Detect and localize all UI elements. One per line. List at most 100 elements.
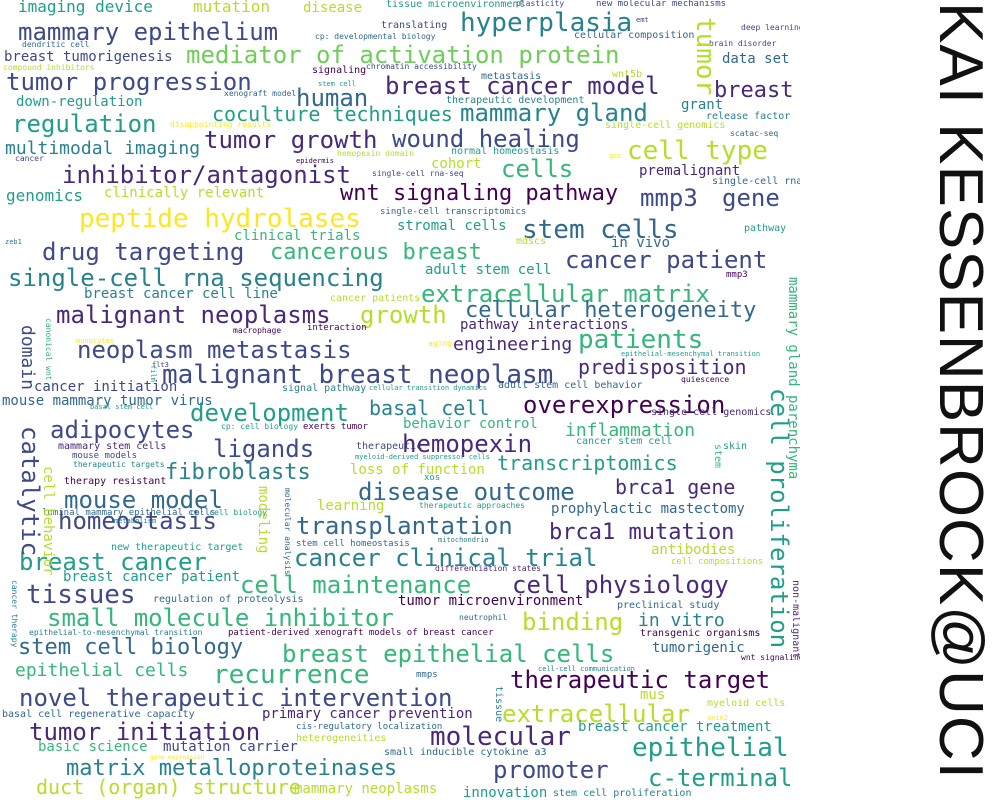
word-genomics: genomics (6, 186, 84, 205)
word-breast-tumorigenesis: breast tumorigenesis (4, 49, 173, 65)
word-single-cell-genomics: single-cell genomics (605, 120, 726, 131)
word-exerts-tumor: exerts tumor (303, 422, 369, 432)
word-gcc: gcc (609, 152, 622, 160)
word-inflammation: inflammation (565, 420, 696, 441)
word-mammary-epithelium: mammary epithelium (18, 18, 279, 46)
word-wnt5b: wnt5b (612, 69, 643, 80)
word-tumor-initiation: tumor initiation (29, 718, 261, 746)
word-primary-cancer-prevention: primary cancer prevention (262, 706, 473, 722)
word-mus: mus (640, 687, 666, 703)
word-cell-type: cell type (627, 136, 768, 166)
word-brain-disorder: brain disorder (709, 39, 777, 48)
word-cis-regulatory-localization: cis-regulatory localization (296, 722, 443, 732)
word-cancer-patients: cancer patients (330, 293, 421, 304)
word-tissues: tissues (26, 580, 136, 610)
word-stromal-cells: stromal cells (397, 218, 507, 234)
word-neutrophil: neutrophil (459, 613, 508, 622)
word-transplantation: transplantation (296, 512, 513, 540)
word-cellular-heterogeneity: cellular heterogeneity (465, 298, 757, 323)
word-predisposition: predisposition (578, 355, 747, 379)
word-modeling: modeling (255, 486, 271, 554)
word-patient-derived-xenograft-models-of-breast-cancer: patient-derived xenograft models of brea… (228, 628, 494, 638)
word-mammary-stem-cells: mammary stem cells (58, 441, 167, 452)
word-mutation: mutation (193, 0, 271, 16)
word-basal-stem-cell: basal stem cell (90, 403, 154, 411)
word-tumor-microenvironment: tumor microenvironment (398, 593, 584, 609)
word-basal-cell-regenerative-capacity: basal cell regenerative capacity (2, 709, 195, 720)
word-cancer-therapy: cancer therapy (10, 580, 19, 648)
word-single-cell-rna: single-cell rna (712, 176, 800, 187)
word-cancer-initiation: cancer initiation (34, 379, 178, 395)
word-wound-healing: wound healing (392, 125, 580, 153)
word-mouse-mammary-tumor-virus: mouse mammary tumor virus (2, 393, 213, 409)
word-molecular-analysis: molecular analysis (283, 488, 292, 575)
word-inhibitor-antagonist: inhibitor/antagonist (62, 161, 351, 189)
word-matrix-metalloproteinases: matrix metalloproteinases (66, 756, 398, 781)
word-malignant-neoplasms: malignant neoplasms (56, 301, 331, 329)
word-stem-cell-homeostasis: stem cell homeostasis (296, 539, 410, 549)
word-tumor-growth: tumor growth (204, 126, 378, 154)
word-catalytic: catalytic (16, 426, 44, 557)
word-differentiation-states: differentiation states (435, 564, 541, 573)
word-mammary-gland-parenchyma: mammary gland parenchyma (785, 277, 800, 480)
author-email-text: KAI KESSENBROCK@UCI (930, 2, 995, 780)
word-adult-stem-cell: adult stem cell (425, 262, 552, 278)
word-in-vivo: in vivo (611, 235, 671, 251)
word-recurrence: recurrence (213, 660, 370, 690)
word-quiescence: quiescence (681, 375, 730, 384)
word-basic-science: basic science (38, 739, 148, 755)
word-adult-stem-cell-behavior: adult stem cell behavior (498, 380, 643, 391)
word-loss-of-function: loss of function (350, 462, 485, 478)
word-duct-organ-structure: duct (organ) structure (36, 775, 301, 799)
word-breast: breast (714, 78, 794, 103)
word-cp-developmental-biology: cp: developmental biology (315, 32, 436, 41)
word-therapy-resistant: therapy resistant (64, 476, 167, 487)
word-monocytes: monocytes (76, 337, 114, 345)
word-growth: growth (360, 301, 447, 329)
word-therapeutic: therapeutic (356, 441, 423, 452)
word-therapeutic-targets: therapeutic targets (73, 460, 165, 469)
word-cell-compositions: cell compositions (671, 557, 764, 567)
word-extracellular: extracellular (502, 700, 690, 728)
word-domain: domain (17, 325, 38, 391)
word-cohort: cohort (431, 156, 482, 172)
word-epithelial-cells: epithelial cells (15, 660, 189, 681)
word-homeostasis: homeostasis (58, 507, 217, 535)
word-clinical-trials: clinical trials (234, 228, 361, 244)
word-chromatin-accessibility: chromatin accessibility (366, 62, 477, 71)
word-development: development (190, 399, 349, 427)
author-side-label: KAI KESSENBROCK@UCI (930, 2, 1000, 798)
word-mediator-of-activation-protein: mediator of activation protein (186, 41, 620, 69)
word-normal-homeostasis: normal homeostasis (451, 146, 560, 157)
word-xos: xos (424, 473, 441, 483)
word-data-set: data set (722, 51, 790, 67)
word-cellular-composition: cellular composition (574, 30, 695, 41)
word-breast-cancer-model: breast cancer model (385, 72, 660, 100)
word-mitochondria: mitochondria (438, 536, 489, 544)
word-prophylactic-mastectomy: prophylactic mastectomy (551, 501, 745, 517)
word-signal-pathway: signal pathway (282, 383, 367, 394)
word-epithelial: epithelial (632, 733, 789, 763)
word-cancer-clinical-trial: cancer clinical trial (294, 544, 598, 572)
word-stem-cell: stem cell (318, 80, 356, 88)
word-tissue: tissue (493, 686, 504, 723)
word-aging: aging (428, 339, 453, 348)
word-regulation: regulation (12, 110, 157, 138)
word-tumor-progression: tumor progression (6, 68, 252, 96)
word-myeloid-cells: myeloid cells (707, 698, 786, 709)
word-zeb1: zeb1 (5, 238, 22, 246)
word-signaling: signaling (312, 65, 367, 76)
word-pathway: pathway (744, 223, 787, 234)
word-flt3: flt3 (152, 361, 169, 369)
word-cell-cell-communication: cell-cell communication (538, 665, 635, 673)
word-coculture-techniques: coculture techniques (212, 102, 453, 126)
word-promoter: promoter (493, 756, 609, 784)
word-novel-therapeutic-intervention: novel therapeutic intervention (19, 684, 453, 712)
word-mmp3: mmp3 (640, 184, 698, 212)
word-mouse-model: mouse model (64, 486, 223, 514)
word-grant: grant (681, 97, 724, 113)
word-scatac-seq: scatac-seq (730, 129, 779, 138)
word-mammary-gland: mammary gland (460, 99, 648, 127)
word-cloud: imaging device mutation disease tissue micr… (2, 0, 800, 800)
word-canonical-wnt: canonical wnt (44, 318, 53, 381)
